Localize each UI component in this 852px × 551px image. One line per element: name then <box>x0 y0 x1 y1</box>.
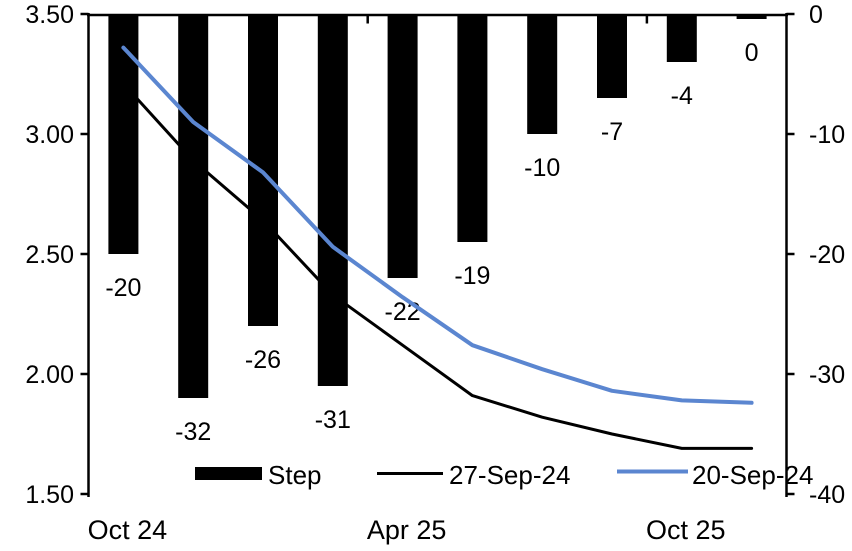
line-20-sep-24 <box>121 45 754 405</box>
left-axis-label-2: 2.50 <box>25 241 74 269</box>
bar-label-8: -4 <box>671 82 693 110</box>
right-axis-label-1: -10 <box>809 121 845 149</box>
bar-label-4: -22 <box>385 298 421 326</box>
bar-step-8 <box>666 15 697 62</box>
x-axis-label-0: Oct 24 <box>88 515 168 545</box>
line-27-sep-24 <box>121 82 754 450</box>
right-axis-label-3: -30 <box>809 361 845 389</box>
bar-label-7: -7 <box>601 118 623 146</box>
bar-label-3: -31 <box>315 406 351 434</box>
bar-step-0 <box>108 15 139 254</box>
bar-label-5: -19 <box>454 262 490 290</box>
bar-step-9 <box>736 15 767 19</box>
bar-step-6 <box>527 15 558 134</box>
x-axis-label-2: Oct 25 <box>646 515 726 545</box>
left-axis-label-3: 2.00 <box>25 361 74 389</box>
legend-label-20-sep-24: 20-Sep-24 <box>692 460 813 490</box>
right-axis-label-2: -20 <box>809 241 845 269</box>
x-axis-label-1: Apr 25 <box>367 515 447 545</box>
right-axis-label-4: -40 <box>809 481 845 509</box>
right-axis-label-0: 0 <box>809 1 823 29</box>
left-axis-label-1: 3.00 <box>25 121 74 149</box>
left-axis-label-0: 3.50 <box>25 1 74 29</box>
bar-label-6: -10 <box>524 154 560 182</box>
bar-label-1: -32 <box>175 418 211 446</box>
bar-step-4 <box>387 15 418 278</box>
bar-label-2: -26 <box>245 346 281 374</box>
bar-step-7 <box>597 15 627 98</box>
bar-step-1 <box>178 15 209 398</box>
bar-label-0: -20 <box>105 274 141 302</box>
left-axis-label-4: 1.50 <box>25 481 74 509</box>
legend-swatch-step <box>195 467 262 480</box>
bar-step-5 <box>457 15 488 242</box>
legend-label-step: Step <box>268 460 322 490</box>
legend-label-27-sep-24: 27-Sep-24 <box>449 460 570 490</box>
bar-label-9: 0 <box>745 39 759 67</box>
bar-step-3 <box>317 15 348 386</box>
